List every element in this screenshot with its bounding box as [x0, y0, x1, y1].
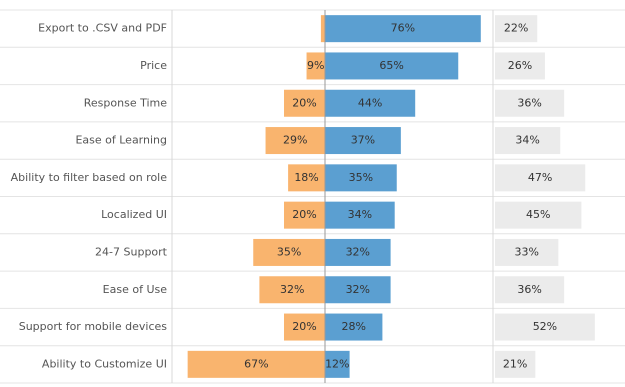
- positive-bar: [325, 164, 397, 192]
- value-label: 35%: [349, 171, 373, 184]
- positive-bar: [325, 15, 481, 43]
- value-label: 65%: [379, 59, 403, 72]
- neutral-bar: [495, 164, 586, 192]
- value-label: 35%: [277, 245, 301, 258]
- negative-bar: [284, 201, 325, 229]
- neutral-bar: [495, 201, 582, 229]
- positive-bar: [325, 350, 350, 378]
- positive-bar: [325, 52, 459, 80]
- value-label: 22%: [504, 22, 528, 35]
- neutral-bar: [495, 15, 538, 43]
- positive-bar: [325, 201, 395, 229]
- value-label: 21%: [503, 357, 527, 370]
- value-label: 32%: [280, 283, 304, 296]
- category-label: 24-7 Support: [95, 245, 168, 258]
- positive-bar: [325, 127, 401, 155]
- value-label: 36%: [517, 96, 541, 109]
- neutral-bar: [495, 276, 565, 304]
- negative-bar: [259, 276, 325, 304]
- neutral-bar: [495, 238, 559, 266]
- category-label: Localized UI: [101, 208, 167, 221]
- value-label: 47%: [528, 171, 552, 184]
- value-label: 32%: [346, 245, 370, 258]
- negative-bar: [253, 238, 325, 266]
- value-label: 44%: [358, 96, 382, 109]
- category-label: Support for mobile devices: [19, 320, 168, 333]
- value-label: 33%: [514, 245, 538, 258]
- value-label: 45%: [526, 208, 550, 221]
- value-label: 67%: [244, 357, 268, 370]
- value-label: 34%: [515, 134, 539, 147]
- negative-bar: [320, 15, 325, 43]
- positive-bar: [325, 238, 391, 266]
- category-label: Export to .CSV and PDF: [38, 22, 167, 35]
- negative-bar: [288, 164, 325, 192]
- value-label: 26%: [508, 59, 532, 72]
- category-label: Ease of Use: [103, 283, 168, 296]
- value-label: 52%: [533, 320, 557, 333]
- neutral-bar: [495, 52, 545, 80]
- category-label: Response Time: [84, 96, 167, 109]
- value-label: 9%: [307, 59, 324, 72]
- negative-bar: [306, 52, 325, 80]
- neutral-bar: [495, 127, 561, 155]
- negative-bar: [265, 127, 325, 155]
- value-label: 29%: [283, 134, 307, 147]
- neutral-bar: [495, 89, 565, 117]
- value-label: 20%: [292, 208, 316, 221]
- value-label: 32%: [346, 283, 370, 296]
- neutral-bar: [495, 313, 595, 341]
- value-label: 34%: [348, 208, 372, 221]
- value-label: 28%: [341, 320, 365, 333]
- value-label: 18%: [294, 171, 318, 184]
- negative-bar: [187, 350, 325, 378]
- category-label: Ability to filter based on role: [11, 171, 168, 184]
- value-label: 20%: [292, 96, 316, 109]
- value-label: 20%: [292, 320, 316, 333]
- value-label: 12%: [325, 357, 349, 370]
- category-label: Price: [140, 59, 167, 72]
- value-label: 37%: [351, 134, 375, 147]
- category-label: Ability to Customize UI: [42, 357, 167, 370]
- positive-bar: [325, 313, 383, 341]
- positive-bar: [325, 89, 416, 117]
- neutral-bar: [495, 350, 536, 378]
- negative-bar: [284, 89, 325, 117]
- value-label: 36%: [517, 283, 541, 296]
- value-label: 76%: [391, 22, 415, 35]
- category-label: Ease of Learning: [75, 134, 167, 147]
- positive-bar: [325, 276, 391, 304]
- negative-bar: [284, 313, 325, 341]
